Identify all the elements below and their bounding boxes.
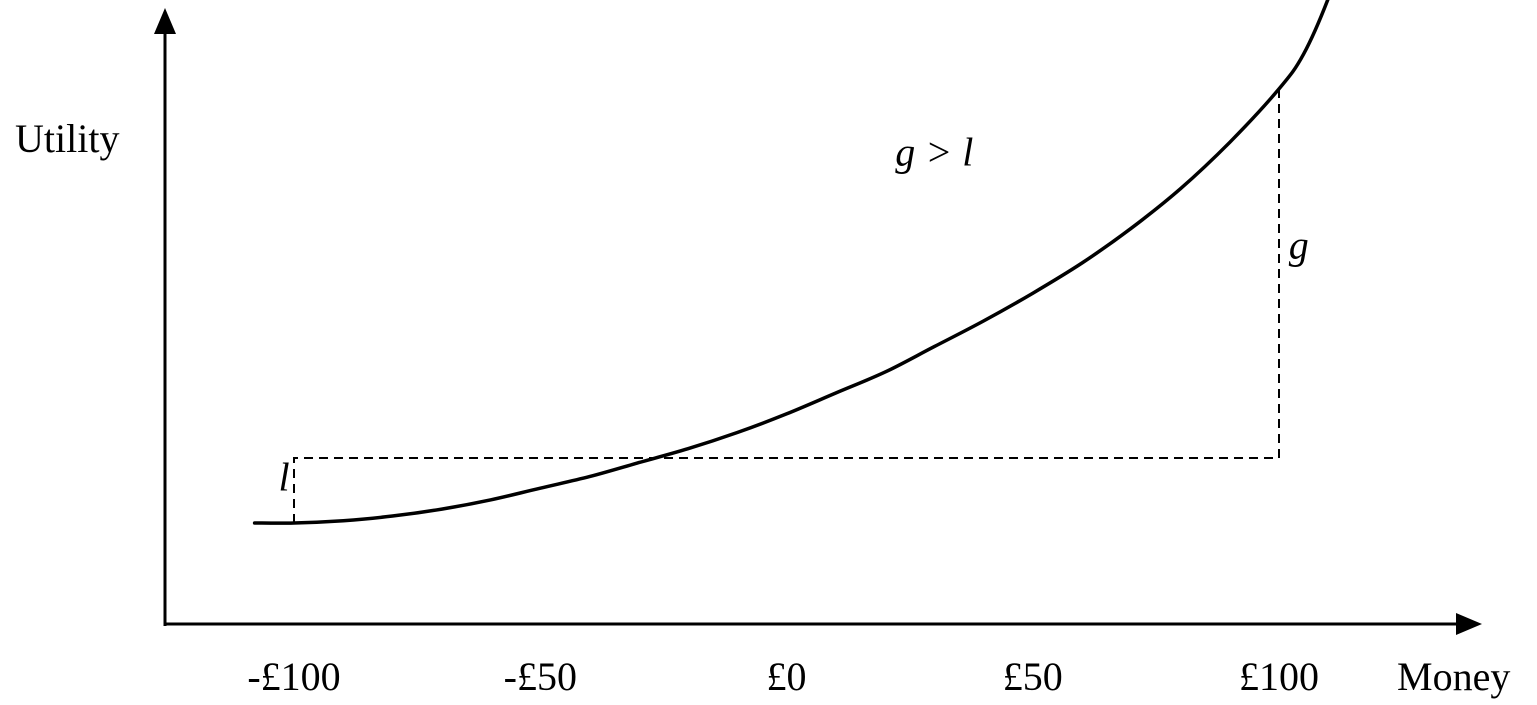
annotation-2: l (279, 455, 290, 500)
x-axis-arrow (1456, 613, 1482, 635)
x-tick-label-2: £0 (767, 654, 807, 699)
axes (154, 8, 1482, 635)
annotation-1: g (1289, 222, 1309, 267)
x-tick-labels: -£100 -£50 £0 £50 £100 (247, 654, 1319, 699)
x-tick-label-1: -£50 (504, 654, 577, 699)
y-axis-arrow (154, 8, 176, 34)
reference-line-0 (293, 88, 1280, 523)
series-line-0 (252, 0, 1330, 525)
reference-lines (293, 88, 1280, 523)
annotations: g > l g l (279, 130, 1309, 500)
series-layer (252, 0, 1330, 525)
x-tick-label-3: £50 (1003, 654, 1063, 699)
y-axis-label: Utility (15, 116, 119, 161)
x-tick-label-4: £100 (1239, 654, 1319, 699)
x-tick-label-0: -£100 (247, 654, 340, 699)
x-axis-label: Money (1397, 654, 1510, 699)
annotation-0: g > l (895, 130, 973, 175)
